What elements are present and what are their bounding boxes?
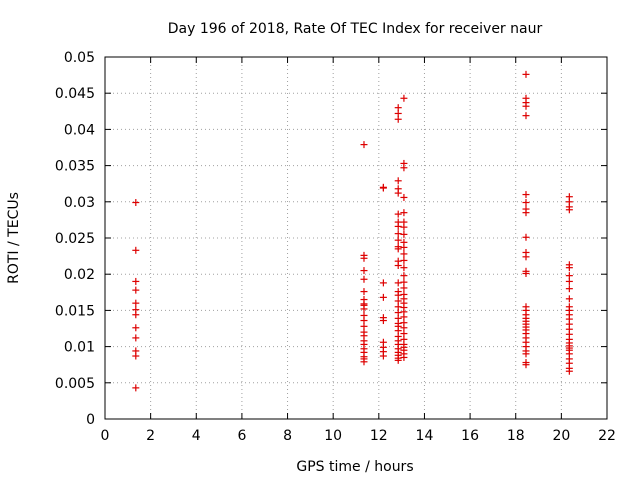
x-tick-label: 18 bbox=[507, 428, 525, 444]
data-point bbox=[565, 277, 573, 285]
data-point bbox=[132, 299, 140, 307]
data-point bbox=[132, 334, 140, 342]
y-tick-label: 0.045 bbox=[55, 86, 95, 102]
data-point bbox=[522, 209, 530, 217]
x-tick-label: 10 bbox=[324, 428, 342, 444]
data-point bbox=[394, 279, 402, 287]
data-point bbox=[565, 285, 573, 293]
data-point bbox=[400, 230, 408, 238]
data-point bbox=[360, 275, 368, 283]
data-point bbox=[360, 358, 368, 366]
data-point bbox=[400, 250, 408, 258]
y-tick-label: 0.01 bbox=[64, 340, 95, 356]
data-point bbox=[522, 253, 530, 261]
data-point bbox=[400, 243, 408, 251]
data-point bbox=[394, 115, 402, 123]
data-point bbox=[522, 70, 530, 78]
data-point bbox=[400, 353, 408, 361]
data-point bbox=[400, 264, 408, 272]
data-point bbox=[360, 305, 368, 313]
y-tick-label: 0.035 bbox=[55, 159, 95, 175]
data-point bbox=[565, 367, 573, 375]
data-point bbox=[565, 295, 573, 303]
x-tick-label: 2 bbox=[146, 428, 155, 444]
data-point bbox=[394, 236, 402, 244]
data-point bbox=[394, 356, 402, 364]
data-point bbox=[379, 184, 387, 192]
x-axis-label: GPS time / hours bbox=[296, 459, 413, 475]
data-point bbox=[394, 210, 402, 218]
data-point bbox=[522, 233, 530, 241]
y-tick-label: 0.015 bbox=[55, 303, 95, 319]
data-point bbox=[132, 384, 140, 392]
data-point bbox=[565, 264, 573, 272]
x-tick-label: 20 bbox=[552, 428, 570, 444]
data-point bbox=[522, 361, 530, 369]
data-point bbox=[400, 272, 408, 280]
grid-lines bbox=[105, 57, 607, 419]
data-point bbox=[522, 269, 530, 277]
x-tick-label: 6 bbox=[237, 428, 246, 444]
data-point bbox=[379, 352, 387, 360]
tick-labels: 0 2 4 6 8 10 12 14 16 18 20 22 0 0.005 0.01 0.015 0.02 0.… bbox=[55, 50, 616, 444]
data-point bbox=[379, 317, 387, 325]
data-point bbox=[522, 112, 530, 120]
data-point bbox=[394, 245, 402, 253]
data-point bbox=[394, 222, 402, 230]
data-point bbox=[132, 311, 140, 319]
data-point bbox=[400, 256, 408, 264]
data-point bbox=[394, 177, 402, 185]
x-tick-label: 12 bbox=[370, 428, 388, 444]
chart-title: Day 196 of 2018, Rate Of TEC Index for r… bbox=[168, 21, 543, 37]
data-point bbox=[379, 279, 387, 287]
data-point bbox=[132, 286, 140, 294]
data-point bbox=[394, 230, 402, 238]
axis-ticks bbox=[104, 56, 608, 420]
x-tick-label: 4 bbox=[192, 428, 201, 444]
y-tick-label: 0.04 bbox=[64, 122, 95, 138]
data-point bbox=[400, 223, 408, 231]
data-point bbox=[394, 189, 402, 197]
data-point bbox=[379, 293, 387, 301]
plot-frame bbox=[104, 56, 608, 420]
y-tick-label: 0 bbox=[86, 412, 95, 428]
data-point bbox=[522, 350, 530, 358]
data-point bbox=[522, 199, 530, 207]
data-point bbox=[400, 164, 408, 172]
data-point bbox=[565, 206, 573, 214]
data-point bbox=[360, 254, 368, 262]
data-point bbox=[132, 199, 140, 207]
y-tick-label: 0.005 bbox=[55, 376, 95, 392]
data-point bbox=[400, 284, 408, 292]
x-tick-label: 16 bbox=[461, 428, 479, 444]
x-tick-label: 14 bbox=[416, 428, 434, 444]
data-point bbox=[522, 191, 530, 199]
data-point bbox=[400, 94, 408, 102]
y-axis-label: ROTI / TECUs bbox=[6, 192, 22, 284]
data-point bbox=[132, 277, 140, 285]
data-point bbox=[400, 209, 408, 217]
x-tick-label: 22 bbox=[598, 428, 616, 444]
data-point bbox=[394, 262, 402, 270]
x-tick-label: 0 bbox=[101, 428, 110, 444]
y-tick-label: 0.02 bbox=[64, 267, 95, 283]
data-point bbox=[522, 102, 530, 110]
data-point bbox=[360, 141, 368, 149]
data-point bbox=[132, 324, 140, 332]
data-point bbox=[132, 352, 140, 360]
x-tick-label: 8 bbox=[283, 428, 292, 444]
data-point bbox=[400, 193, 408, 201]
y-tick-label: 0.025 bbox=[55, 231, 95, 247]
data-point bbox=[360, 288, 368, 296]
data-point bbox=[132, 246, 140, 254]
y-tick-label: 0.05 bbox=[64, 50, 95, 66]
data-points bbox=[132, 70, 573, 392]
data-point bbox=[360, 267, 368, 275]
y-tick-label: 0.03 bbox=[64, 195, 95, 211]
